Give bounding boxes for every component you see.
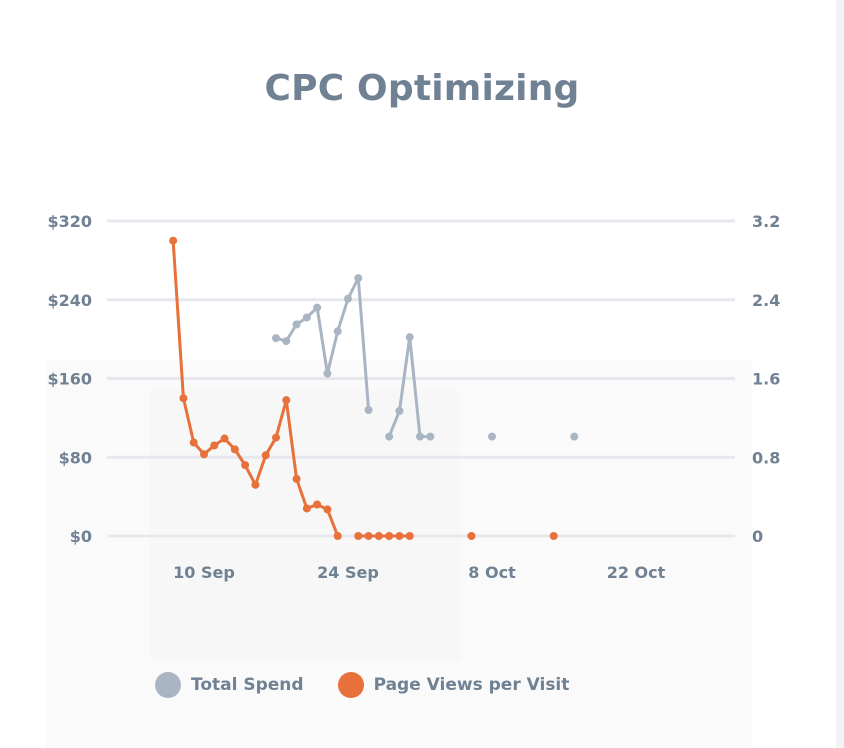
- data-point[interactable]: [344, 294, 352, 303]
- data-point[interactable]: [323, 505, 332, 514]
- data-point[interactable]: [179, 394, 188, 403]
- background-shade: [150, 390, 460, 660]
- x-tick-label: 22 Oct: [607, 563, 666, 582]
- data-point[interactable]: [364, 406, 373, 414]
- legend-label: Total Spend: [191, 675, 304, 695]
- data-point[interactable]: [313, 500, 322, 509]
- data-point[interactable]: [313, 303, 322, 312]
- series-line: [171, 239, 340, 538]
- series-points: [169, 236, 579, 540]
- legend-swatch-icon: [337, 672, 364, 698]
- chart-title: CPC Optimizing: [264, 68, 580, 109]
- data-point[interactable]: [549, 532, 558, 540]
- data-point[interactable]: [405, 532, 414, 540]
- data-point[interactable]: [261, 451, 270, 460]
- y-left-tick-label: $0: [70, 527, 92, 546]
- x-tick-label: 10 Sep: [173, 563, 235, 582]
- y-right-tick-label: 1.6: [752, 370, 780, 389]
- y-left-tick-label: $320: [47, 212, 92, 231]
- data-point[interactable]: [570, 432, 579, 441]
- data-point[interactable]: [251, 480, 260, 489]
- data-point[interactable]: [395, 406, 404, 415]
- data-point[interactable]: [467, 532, 476, 540]
- series-lines: [171, 239, 432, 538]
- y-left-tick-label: $160: [47, 370, 92, 389]
- data-point[interactable]: [169, 236, 178, 245]
- data-point[interactable]: [282, 337, 291, 346]
- x-tick-label: 8 Oct: [468, 563, 516, 582]
- legend-label: Page Views per Visit: [373, 675, 570, 695]
- data-point[interactable]: [426, 432, 435, 441]
- legend-swatch-icon: [155, 672, 181, 698]
- data-point[interactable]: [302, 504, 311, 513]
- y-right-tick-label: 0.8: [752, 448, 780, 467]
- x-tick-label: 24 Sep: [317, 563, 379, 582]
- y-axis-left-labels: $0 $80 $160 $240 $320: [47, 212, 92, 546]
- data-point[interactable]: [220, 434, 229, 443]
- data-point[interactable]: [374, 532, 383, 540]
- data-point[interactable]: [364, 532, 373, 540]
- y-right-tick-label: 0: [752, 527, 763, 546]
- data-point[interactable]: [292, 320, 301, 329]
- scrollbar-track: [836, 0, 844, 748]
- legend-item-page-views[interactable]: Page Views per Visit: [337, 672, 570, 698]
- data-point[interactable]: [405, 333, 414, 342]
- data-point[interactable]: [395, 532, 404, 540]
- data-point[interactable]: [272, 433, 280, 442]
- y-left-tick-label: $80: [59, 448, 92, 467]
- data-point[interactable]: [200, 450, 208, 459]
- data-point[interactable]: [282, 396, 291, 405]
- data-point[interactable]: [302, 313, 311, 322]
- y-right-tick-label: 3.2: [752, 212, 780, 231]
- series-line: [274, 276, 371, 412]
- x-axis-labels: 10 Sep 24 Sep 8 Oct 22 Oct: [173, 563, 665, 582]
- y-left-tick-label: $240: [47, 291, 92, 310]
- y-right-tick-label: 2.4: [752, 291, 780, 310]
- data-point[interactable]: [333, 327, 342, 336]
- data-point[interactable]: [385, 532, 394, 540]
- data-point[interactable]: [385, 432, 394, 441]
- legend-item-total-spend[interactable]: Total Spend: [155, 672, 304, 698]
- y-axis-right-labels: 0 0.8 1.6 2.4 3.2: [752, 212, 780, 546]
- data-point[interactable]: [416, 432, 424, 441]
- data-point[interactable]: [354, 274, 363, 283]
- data-point[interactable]: [354, 532, 363, 540]
- data-point[interactable]: [210, 441, 219, 450]
- data-point[interactable]: [241, 461, 250, 470]
- data-point[interactable]: [333, 532, 342, 540]
- data-point[interactable]: [272, 334, 280, 343]
- data-point[interactable]: [292, 474, 301, 483]
- data-point[interactable]: [488, 432, 496, 441]
- legend: Total Spend Page Views per Visit: [155, 672, 603, 698]
- data-point[interactable]: [189, 438, 198, 447]
- gridlines: [107, 219, 735, 538]
- data-point[interactable]: [323, 369, 332, 378]
- series-line: [387, 335, 432, 439]
- data-point[interactable]: [230, 445, 239, 454]
